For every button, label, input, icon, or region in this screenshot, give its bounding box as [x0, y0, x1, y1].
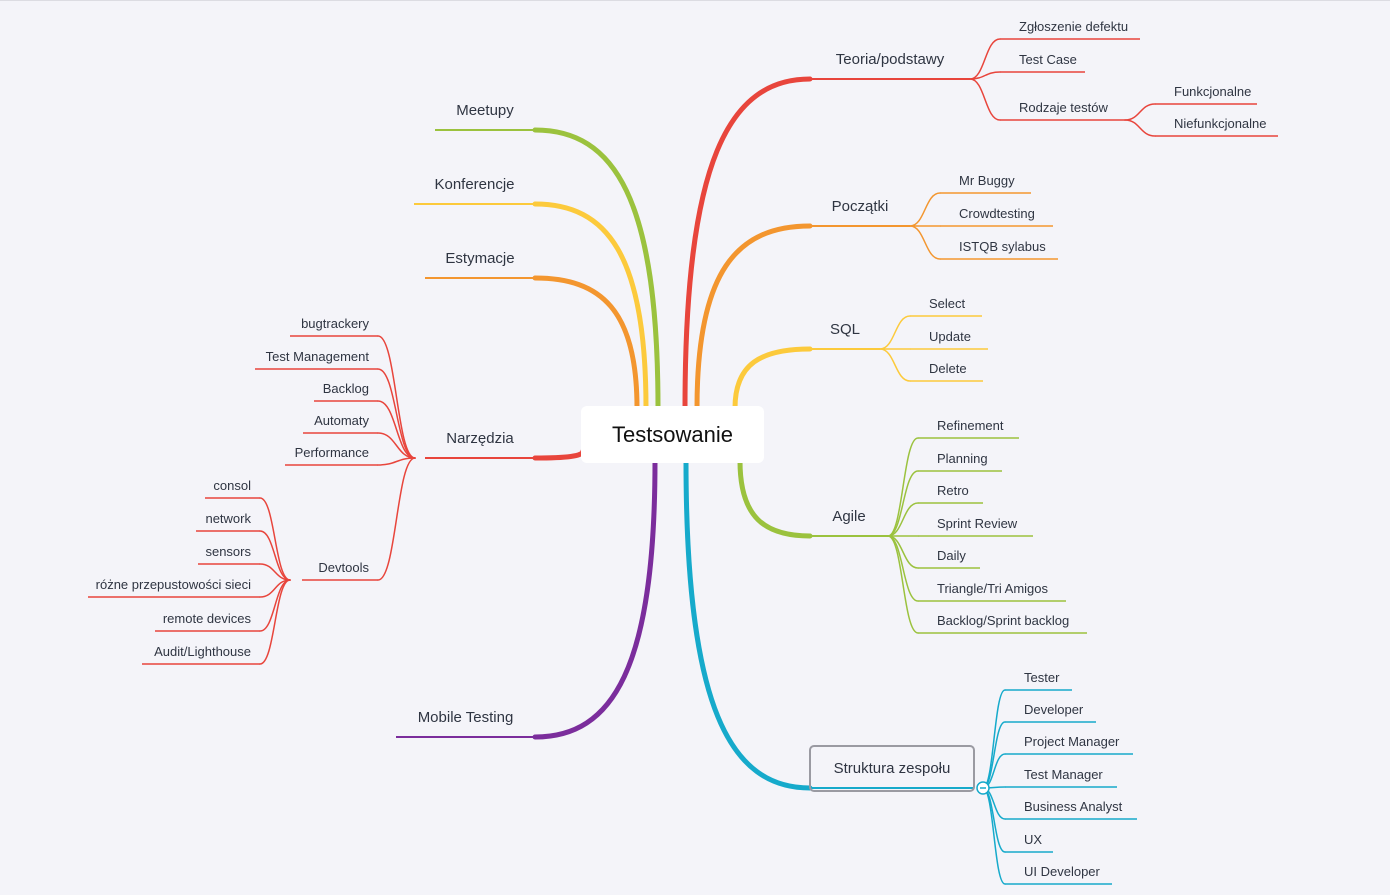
subtopic-label[interactable]: Test Manager — [1024, 767, 1103, 782]
topic-struktura-zespo-u[interactable]: Struktura zespołu — [834, 760, 951, 777]
subtopic-label[interactable]: Developer — [1024, 702, 1084, 717]
main-branch-connector — [683, 458, 813, 791]
branch-connector — [377, 400, 416, 459]
subtopic-label[interactable]: Update — [929, 329, 971, 344]
subtopic-label[interactable]: Project Manager — [1024, 734, 1120, 749]
subtopic-label[interactable]: Performance — [295, 445, 369, 460]
subtopic-label[interactable]: bugtrackery — [301, 316, 369, 331]
branch-connector — [969, 78, 1001, 121]
central-topic-label: Testsowanie — [611, 421, 734, 447]
central-topic[interactable]: Testsowanie — [581, 406, 764, 463]
main-branch-connector — [682, 76, 813, 411]
subtopic-label[interactable]: Tester — [1024, 670, 1060, 685]
subtopic-label[interactable]: Backlog/Sprint backlog — [937, 613, 1069, 628]
branch-connector — [259, 530, 291, 581]
branch-connector — [377, 457, 416, 466]
subtopic-label[interactable]: Audit/Lighthouse — [154, 644, 251, 659]
branch-connector — [909, 192, 941, 227]
subtopic-label[interactable]: sensors — [205, 544, 251, 559]
subtopic-label[interactable]: Select — [929, 296, 966, 311]
subtopic-label[interactable]: Mr Buggy — [959, 173, 1015, 188]
branch-connector — [259, 563, 291, 581]
subtopic-label[interactable]: Automaty — [314, 413, 369, 428]
main-branch-connector — [737, 458, 813, 539]
subtopic-label[interactable]: consol — [213, 478, 251, 493]
branch-connector — [1124, 103, 1156, 121]
subtopic-label[interactable]: UX — [1024, 832, 1042, 847]
branch-connector — [969, 71, 1001, 80]
topic-estymacje[interactable]: Estymacje — [445, 250, 514, 267]
branch-connector — [887, 470, 919, 537]
selected-topic-frame — [809, 745, 975, 792]
branch-connector — [909, 225, 941, 260]
topic-pocz-tki[interactable]: Początki — [832, 198, 889, 215]
subtopic-label[interactable]: Zgłoszenie defektu — [1019, 19, 1128, 34]
branch-connector — [887, 535, 919, 634]
subtopic-label[interactable]: Rodzaje testów — [1019, 100, 1108, 115]
subtopic-label[interactable]: network — [205, 511, 251, 526]
branch-connector — [1124, 119, 1156, 137]
subtopic-label[interactable]: Test Case — [1019, 52, 1077, 67]
main-branch-connector — [532, 275, 640, 411]
subtopic-label[interactable]: Niefunkcjonalne — [1174, 116, 1267, 131]
subtopic-label[interactable]: Crowdtesting — [959, 206, 1035, 221]
branch-connector — [887, 437, 919, 537]
branch-connector — [969, 38, 1001, 80]
branch-connector — [879, 348, 911, 382]
branch-connector — [259, 497, 291, 581]
topic-mobile-testing[interactable]: Mobile Testing — [418, 709, 514, 726]
branch-connector — [887, 535, 919, 602]
minus-circle-icon[interactable] — [976, 781, 990, 795]
subtopic-label[interactable]: Sprint Review — [937, 516, 1018, 531]
main-branch-connector — [532, 201, 649, 411]
topic-sql[interactable]: SQL — [830, 321, 860, 338]
subtopic-label[interactable]: Delete — [929, 361, 967, 376]
subtopic-label[interactable]: Refinement — [937, 418, 1004, 433]
main-branch-connector — [532, 458, 658, 740]
main-branch-connector — [732, 346, 813, 411]
subtopic-label[interactable]: Funkcjonalne — [1174, 84, 1251, 99]
subtopic-label[interactable]: różne przepustowości sieci — [96, 577, 251, 592]
main-branch-connector — [532, 127, 661, 411]
subtopic-label[interactable]: Triangle/Tri Amigos — [937, 581, 1049, 596]
main-branch-connector — [694, 223, 813, 411]
subtopic-label[interactable]: UI Developer — [1024, 864, 1101, 879]
topic-narz-dzia[interactable]: Narzędzia — [446, 430, 514, 447]
subtopic-label[interactable]: Daily — [937, 548, 966, 563]
branch-connector — [259, 579, 291, 665]
branch-connector — [377, 457, 416, 581]
branch-connector — [377, 335, 416, 459]
branch-connector — [887, 502, 919, 537]
subtopic-label[interactable]: Business Analyst — [1024, 799, 1123, 814]
subtopic-label[interactable]: remote devices — [163, 611, 252, 626]
main-branch-connector — [532, 448, 586, 461]
subtopic-label[interactable]: Devtools — [318, 560, 369, 575]
subtopic-label[interactable]: Planning — [937, 451, 988, 466]
subtopic-label[interactable]: Backlog — [323, 381, 369, 396]
subtopic-label[interactable]: ISTQB sylabus — [959, 239, 1046, 254]
subtopic-label[interactable]: Test Management — [266, 349, 370, 364]
branch-connector — [879, 315, 911, 350]
branch-connector — [377, 368, 416, 459]
topic-agile[interactable]: Agile — [832, 508, 865, 525]
topic-meetupy[interactable]: Meetupy — [456, 102, 514, 119]
topic-teoria-podstawy[interactable]: Teoria/podstawy — [836, 51, 945, 68]
branch-connector — [377, 432, 416, 459]
topic-konferencje[interactable]: Konferencje — [434, 176, 514, 193]
subtopic-label[interactable]: Retro — [937, 483, 969, 498]
